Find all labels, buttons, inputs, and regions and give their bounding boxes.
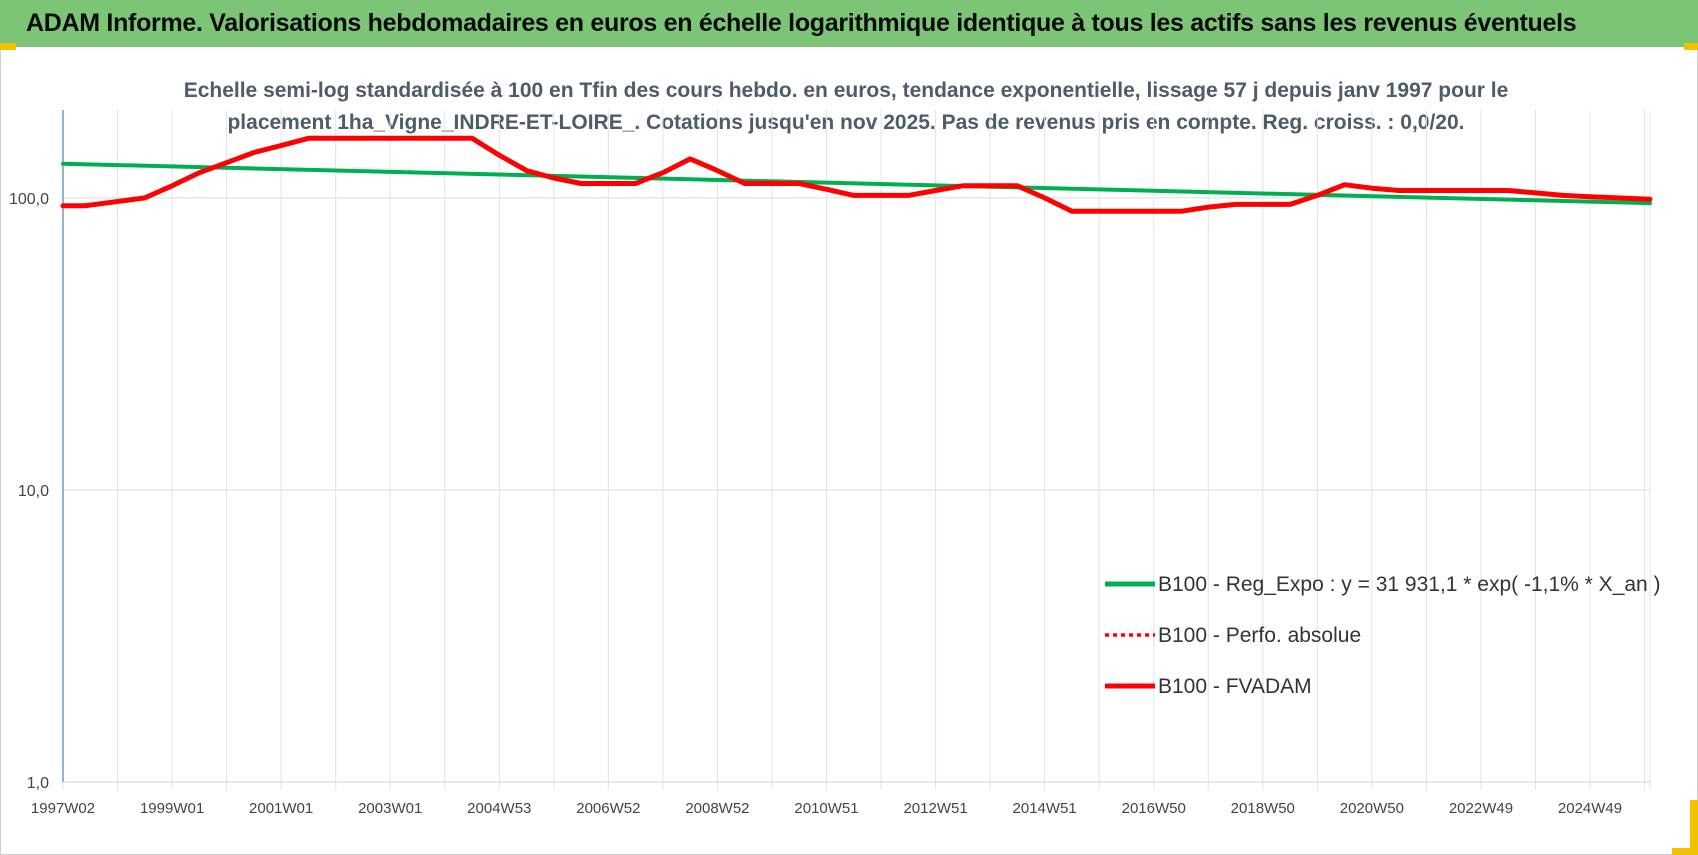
- y-tick-label-0: 1,0: [27, 775, 49, 792]
- vertical-gridlines: [62, 110, 1651, 790]
- header-banner: ADAM Informe. Valorisations hebdomadaire…: [0, 0, 1698, 47]
- y-tick-labels: 1,0 10,0 100,0: [9, 191, 49, 792]
- chart-title-line-2: placement 1ha_Vigne_INDRE-ET-LOIRE_. Cot…: [227, 111, 1464, 134]
- x-tick-label-12: 2020W50: [1340, 800, 1404, 817]
- corner-marker-top-right: [1684, 43, 1698, 50]
- x-tick-label-0: 1997W02: [31, 800, 95, 817]
- x-tick-label-9: 2014W51: [1013, 800, 1077, 817]
- legend: B100 - Reg_Expo : y = 31 931,1 * exp( -1…: [1105, 573, 1661, 698]
- x-tick-label-2: 2001W01: [249, 800, 313, 817]
- corner-marker-bottom-right: [1690, 800, 1698, 855]
- x-tick-labels: 1997W02 1999W01 2001W01 2003W01 2004W53 2006W…: [31, 800, 1622, 817]
- axes: [62, 110, 1650, 783]
- legend-label-0: B100 - Reg_Expo : y = 31 931,1 * exp( -1…: [1158, 573, 1661, 596]
- series-line-0: [61, 161, 1652, 206]
- page-title: ADAM Informe. Valorisations hebdomadaire…: [26, 9, 1577, 37]
- series-line-2: [60, 135, 1653, 214]
- x-tick-label-5: 2006W52: [576, 800, 640, 817]
- legend-label-2: B100 - FVADAM: [1158, 675, 1312, 698]
- x-tick-label-3: 2003W01: [358, 800, 422, 817]
- y-tick-label-2: 100,0: [9, 191, 49, 208]
- legend-label-1: B100 - Perfo. absolue: [1158, 624, 1361, 647]
- horizontal-gridlines: [63, 197, 1650, 783]
- chart-title-line-1: Echelle semi-log standardisée à 100 en T…: [184, 79, 1509, 102]
- y-tick-label-1: 10,0: [18, 483, 49, 500]
- corner-marker-bottom-right-base: [1672, 848, 1698, 855]
- series-lines: [60, 135, 1653, 214]
- chart-title: Echelle semi-log standardisée à 100 en T…: [184, 79, 1509, 134]
- corner-marker-top-left: [0, 43, 16, 50]
- x-tick-label-6: 2008W52: [685, 800, 749, 817]
- x-tick-label-10: 2016W50: [1122, 800, 1186, 817]
- x-tick-label-8: 2012W51: [903, 800, 967, 817]
- x-tick-label-13: 2022W49: [1449, 800, 1513, 817]
- x-tick-label-4: 2004W53: [467, 800, 531, 817]
- x-tick-label-14: 2024W49: [1558, 800, 1622, 817]
- x-tick-label-1: 1999W01: [140, 800, 204, 817]
- x-tick-label-7: 2010W51: [794, 800, 858, 817]
- x-tick-label-11: 2018W50: [1231, 800, 1295, 817]
